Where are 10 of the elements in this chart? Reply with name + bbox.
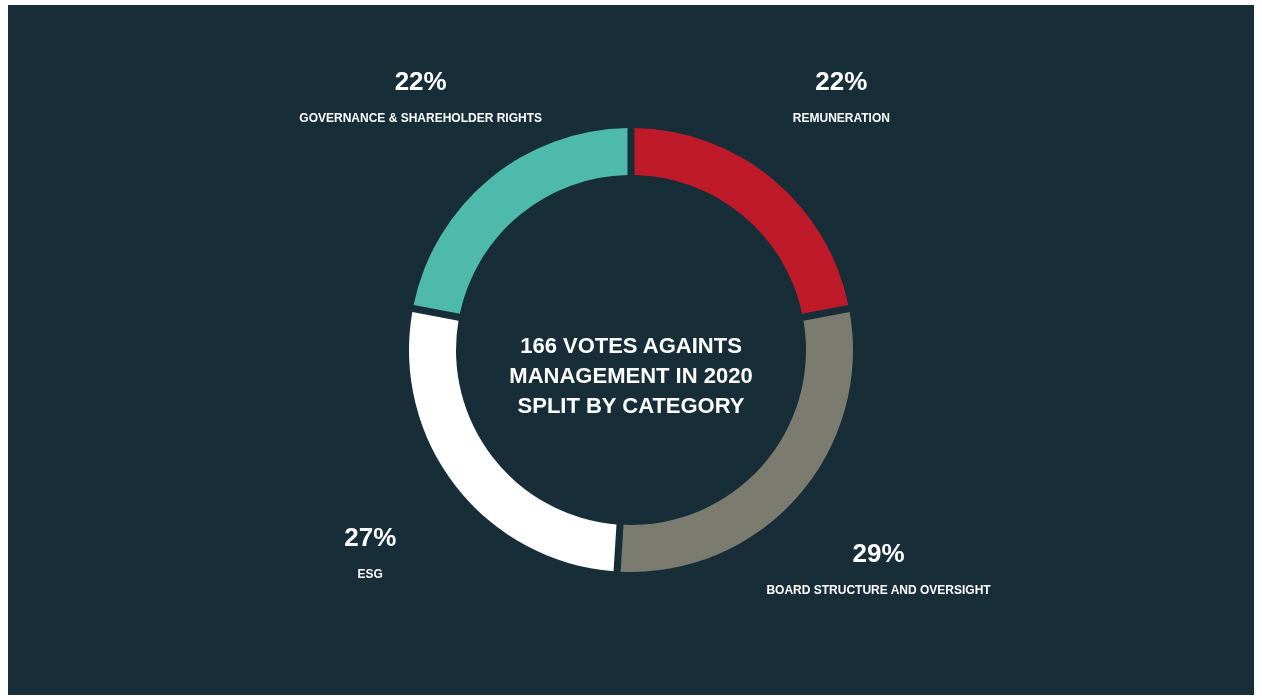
slice-label: REMUNERATION (792, 110, 890, 125)
slice-label: BOARD STRUCTURE AND OVERSIGHT (766, 583, 992, 598)
slice-label: ESG (357, 567, 383, 582)
donut-slice (413, 128, 628, 314)
data-label: 22% (394, 65, 447, 96)
data-label: 27% (344, 522, 397, 553)
text: 166 VOTES AGAINTS MANAGEMENT IN 2020 SPLIT BY CATEGORY (509, 333, 753, 418)
slice-label: GOVERNANCE & SHAREHOLDER RIGHTS (299, 110, 542, 125)
data-label: 22% (815, 65, 868, 96)
data-label: 29% (852, 538, 905, 569)
